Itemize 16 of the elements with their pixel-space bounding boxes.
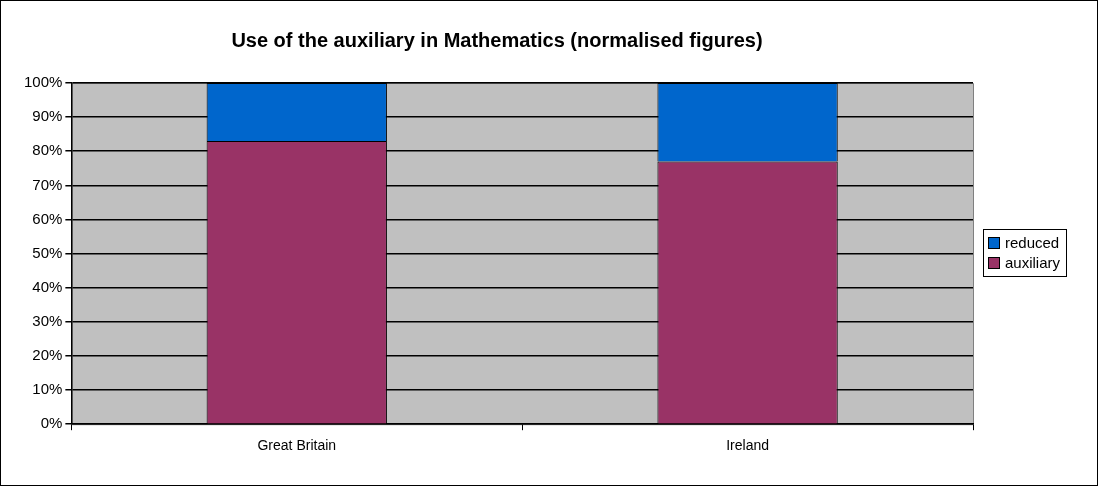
legend-label: auxiliary xyxy=(1005,253,1061,273)
y-tick-label: 100% xyxy=(23,73,63,91)
y-tick-label: 30% xyxy=(32,311,63,329)
y-tick-label: 80% xyxy=(32,141,63,159)
x-tick-label: Great Britain xyxy=(257,437,337,454)
y-tick-label: 10% xyxy=(32,380,63,398)
y-tick-label: 20% xyxy=(32,346,63,364)
y-tick-label: 60% xyxy=(32,209,63,227)
y-tick-label: 70% xyxy=(32,175,63,193)
y-tick-label: 90% xyxy=(32,107,63,125)
y-tick-label: 0% xyxy=(40,414,63,432)
x-tick-label: Ireland xyxy=(726,437,769,454)
chart-title: Use of the auxiliary in Mathematics (normalised figures) xyxy=(231,28,763,51)
y-tick-label: 40% xyxy=(32,277,63,295)
y-tick-label: 50% xyxy=(32,243,63,261)
legend-label: reduced xyxy=(1005,233,1060,253)
